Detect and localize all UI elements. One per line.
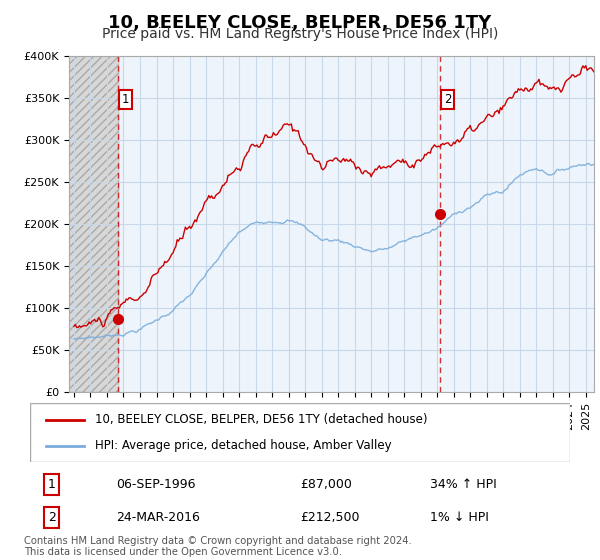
Text: 10, BEELEY CLOSE, BELPER, DE56 1TY: 10, BEELEY CLOSE, BELPER, DE56 1TY [109,14,491,32]
Text: 10, BEELEY CLOSE, BELPER, DE56 1TY (detached house): 10, BEELEY CLOSE, BELPER, DE56 1TY (deta… [95,413,427,426]
Text: 34% ↑ HPI: 34% ↑ HPI [430,478,496,491]
Text: 1% ↓ HPI: 1% ↓ HPI [430,511,488,524]
Text: Contains HM Land Registry data © Crown copyright and database right 2024.
This d: Contains HM Land Registry data © Crown c… [24,535,412,557]
Text: 2: 2 [444,93,451,106]
Text: 06-SEP-1996: 06-SEP-1996 [116,478,196,491]
Text: 1: 1 [47,478,56,491]
Text: £212,500: £212,500 [300,511,359,524]
Text: 24-MAR-2016: 24-MAR-2016 [116,511,200,524]
Text: HPI: Average price, detached house, Amber Valley: HPI: Average price, detached house, Ambe… [95,439,391,452]
FancyBboxPatch shape [30,403,570,462]
Text: 2: 2 [47,511,56,524]
Text: £87,000: £87,000 [300,478,352,491]
Text: Price paid vs. HM Land Registry's House Price Index (HPI): Price paid vs. HM Land Registry's House … [102,27,498,41]
Text: 1: 1 [121,93,129,106]
